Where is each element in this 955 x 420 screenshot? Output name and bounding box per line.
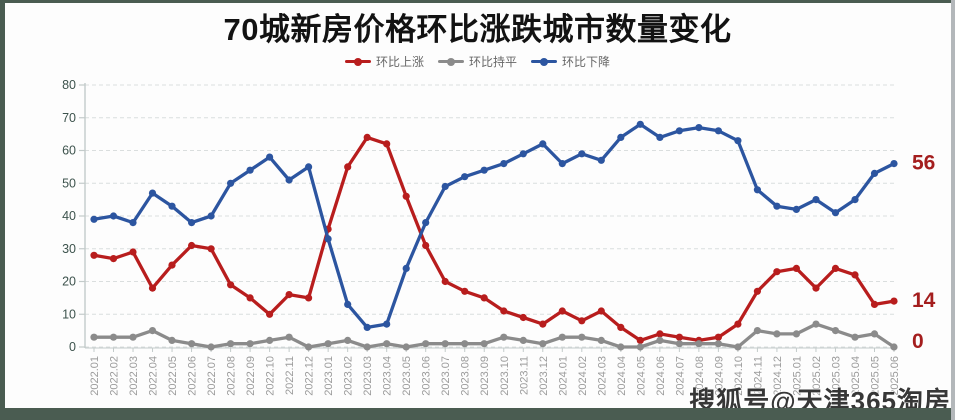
- legend-label-flat: 环比持平: [468, 55, 517, 69]
- svg-text:2024.05: 2024.05: [635, 356, 647, 396]
- svg-text:70: 70: [62, 111, 76, 125]
- svg-text:2023.11: 2023.11: [518, 356, 530, 395]
- svg-text:2023.01: 2023.01: [323, 356, 335, 396]
- legend-item-fall[interactable]: 环比下降: [531, 53, 610, 70]
- svg-text:2023.04: 2023.04: [382, 356, 394, 396]
- legend-item-rise[interactable]: 环比上涨: [344, 53, 424, 70]
- svg-text:56: 56: [912, 152, 935, 175]
- legend-label-fall: 环比下降: [562, 55, 611, 69]
- flat-line-marker-icon: [437, 57, 464, 66]
- svg-text:2022.12: 2022.12: [304, 356, 316, 396]
- svg-text:0: 0: [69, 340, 76, 354]
- svg-text:20: 20: [62, 275, 76, 289]
- svg-text:30: 30: [62, 242, 76, 256]
- svg-text:40: 40: [62, 209, 76, 223]
- gridlines: [79, 84, 895, 348]
- svg-text:0: 0: [912, 330, 924, 353]
- svg-text:2022.06: 2022.06: [187, 356, 199, 396]
- svg-text:2022.09: 2022.09: [245, 356, 257, 396]
- legend-item-flat[interactable]: 环比持平: [437, 53, 517, 70]
- svg-text:2024.04: 2024.04: [616, 356, 628, 396]
- svg-text:2023.05: 2023.05: [401, 356, 413, 396]
- svg-text:2025.04: 2025.04: [850, 356, 862, 396]
- svg-text:2023.10: 2023.10: [499, 356, 511, 396]
- top-border: [0, 0, 955, 3]
- svg-text:2023.02: 2023.02: [343, 356, 355, 396]
- svg-text:2023.09: 2023.09: [479, 356, 491, 396]
- svg-text:2025.05: 2025.05: [869, 356, 881, 396]
- series-fall: [90, 120, 898, 331]
- svg-text:2024.09: 2024.09: [713, 356, 725, 396]
- svg-text:2023.03: 2023.03: [362, 356, 374, 396]
- svg-text:2024.10: 2024.10: [733, 356, 745, 396]
- svg-text:2024.01: 2024.01: [557, 356, 569, 396]
- svg-text:2022.02: 2022.02: [109, 356, 121, 396]
- svg-text:14: 14: [912, 289, 936, 312]
- svg-text:2023.07: 2023.07: [440, 356, 452, 396]
- x-axis: [85, 347, 895, 352]
- svg-text:2024.02: 2024.02: [577, 356, 589, 396]
- x-axis-labels: 2022.01 2022.02 2022.03 2022.04 2022.05 2022.…: [89, 356, 901, 396]
- svg-text:2023.08: 2023.08: [460, 356, 472, 396]
- svg-text:2024.12: 2024.12: [772, 356, 784, 396]
- svg-text:2025.01: 2025.01: [791, 356, 803, 396]
- legend-label-rise: 环比上涨: [375, 55, 424, 69]
- svg-text:2025.06: 2025.06: [889, 356, 901, 396]
- bottom-border: [0, 408, 955, 420]
- end-value-labels: 14 0 56: [912, 152, 936, 353]
- svg-text:2024.11: 2024.11: [752, 356, 764, 395]
- rise-line-marker-icon: [344, 57, 371, 66]
- svg-text:2024.03: 2024.03: [596, 356, 608, 396]
- svg-text:2024.07: 2024.07: [674, 356, 686, 396]
- left-border: [0, 0, 5, 420]
- svg-text:2023.12: 2023.12: [538, 356, 550, 396]
- svg-text:2022.10: 2022.10: [265, 356, 277, 396]
- chart-legend: 环比上涨 环比持平 环比下降: [0, 53, 955, 70]
- svg-text:2022.04: 2022.04: [148, 356, 160, 396]
- svg-text:2022.08: 2022.08: [226, 356, 238, 396]
- series-rise: [90, 133, 898, 344]
- svg-text:2022.07: 2022.07: [206, 356, 218, 396]
- svg-text:2022.11: 2022.11: [284, 356, 296, 395]
- svg-text:60: 60: [62, 144, 76, 158]
- svg-text:80: 80: [62, 78, 76, 92]
- series-flat: [90, 320, 898, 351]
- right-border: [951, 0, 955, 420]
- svg-text:50: 50: [62, 176, 76, 190]
- svg-text:2024.06: 2024.06: [655, 356, 667, 396]
- svg-text:2022.05: 2022.05: [167, 356, 179, 396]
- svg-text:10: 10: [62, 307, 76, 321]
- svg-text:2025.03: 2025.03: [830, 356, 842, 396]
- svg-text:2025.02: 2025.02: [811, 356, 823, 396]
- fall-line-marker-icon: [531, 57, 557, 66]
- svg-text:2022.01: 2022.01: [89, 356, 101, 396]
- svg-text:2022.03: 2022.03: [128, 356, 140, 396]
- svg-text:2024.08: 2024.08: [694, 356, 706, 396]
- y-axis-labels: 0 10 20 30 40 50 60 70 80: [62, 78, 76, 354]
- svg-text:2023.06: 2023.06: [421, 356, 433, 396]
- chart-title: 70城新房价格环比涨跌城市数量变化: [223, 12, 732, 47]
